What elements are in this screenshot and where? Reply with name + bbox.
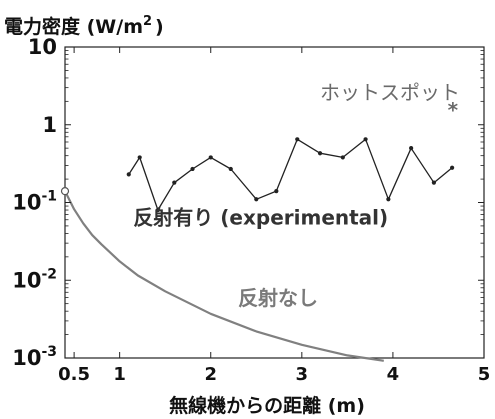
data-point [208, 155, 213, 160]
data-point [172, 180, 177, 185]
y-tick-label-base: 10 [28, 35, 57, 59]
y-tick-label: 10-2 [12, 266, 57, 292]
series-layer [60, 137, 455, 362]
y-axis-title-close: ) [155, 16, 164, 38]
y-axis-title-superscript: 2 [143, 14, 152, 29]
hotspot-marker: * [448, 98, 459, 122]
y-axis-title-main: 電力密度 (W/m [4, 15, 143, 38]
data-point [155, 207, 161, 213]
y-tick-label-base: 10 [12, 346, 41, 370]
annotation-label: 反射なし [238, 286, 318, 310]
x-tick-label: 3 [296, 364, 309, 385]
data-point [137, 155, 142, 160]
data-point [340, 155, 345, 160]
data-point [386, 197, 391, 202]
data-point [190, 166, 195, 172]
curve-start-marker [60, 187, 70, 196]
series-line-with-reflection [128, 138, 453, 211]
y-tick-label: 10 [28, 35, 57, 59]
y-axis-title: 電力密度 (W/m2) [4, 14, 164, 38]
y-tick-label-exponent: -1 [41, 189, 57, 205]
data-point [409, 146, 414, 151]
hotspot-label: ホットスポット [320, 81, 460, 105]
y-tick-label: 10-3 [12, 344, 57, 370]
y-tick-label-base: 10 [12, 268, 41, 292]
y-tick-label: 10-1 [12, 189, 57, 215]
data-point [126, 172, 131, 177]
data-point [317, 151, 323, 156]
data-point [228, 166, 233, 172]
data-point [295, 137, 300, 142]
x-axis-title: 無線機からの距離 (m) [169, 394, 365, 417]
x-tick-label: 4 [387, 364, 400, 385]
series-line-without-reflection [64, 190, 384, 362]
data-point [254, 197, 259, 202]
x-tick-label: 5 [478, 364, 491, 385]
y-tick-label-base: 10 [12, 191, 41, 215]
data-point [431, 180, 437, 185]
y-tick-label-exponent: -2 [41, 266, 57, 282]
y-tick-label-exponent: -3 [41, 344, 57, 360]
y-tick-label: 1 [42, 113, 57, 137]
annotation-label: 反射有り (experimental) [133, 206, 388, 230]
x-tick-label: 1 [113, 364, 126, 385]
annotation-layer: 反射有り (experimental) 反射なし ホットスポット* [133, 81, 460, 310]
data-point [274, 189, 279, 194]
x-tick-label: 0.5 [58, 364, 90, 385]
data-point [363, 137, 368, 142]
x-tick-label: 2 [204, 364, 217, 385]
y-tick-label-base: 1 [42, 113, 57, 137]
data-point [450, 165, 455, 170]
